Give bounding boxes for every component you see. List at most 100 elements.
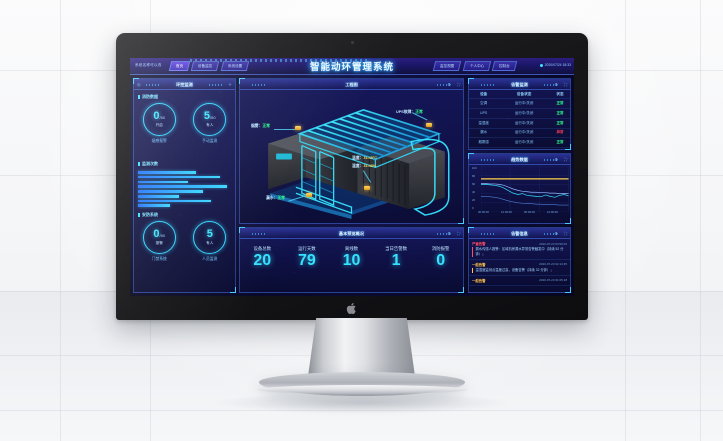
tag-smoke: 烟雾：正常: [251, 124, 270, 128]
page-title: 智能动环管理系统: [309, 62, 395, 73]
expand-icon[interactable]: ⛶: [457, 231, 460, 236]
table-row[interactable]: 温湿度 运行中/关闭 正常: [469, 118, 570, 129]
bar-item: [138, 180, 231, 184]
gear-icon[interactable]: ⚙: [554, 231, 558, 236]
x-tick: 00:00:00: [478, 210, 489, 214]
pin-temp-humidity[interactable]: [364, 186, 370, 190]
datacenter-3d-scene[interactable]: 烟雾：正常 UPS故障：正常 漏水：正常 温度：31.48: [240, 90, 463, 223]
expand-icon[interactable]: ⛶: [564, 231, 567, 236]
right-alarm-header: 告警信息 ⚙ ⛶: [469, 228, 570, 239]
table-header-row: 设备 设备状态 状态: [469, 90, 570, 99]
refresh-icon[interactable]: ◎: [137, 82, 141, 87]
expand-icon[interactable]: ⛶: [564, 82, 567, 87]
stat-offline-count: 离线数 10: [342, 246, 361, 269]
gauge-unit: 开启: [155, 123, 163, 128]
x-tick: 12:00:00: [501, 210, 512, 214]
alarm-list[interactable]: 严重告警 2020-07-23 03:50:02 漏水传感人报警：区域机房漏水异…: [469, 239, 570, 292]
header-decor-dots: [190, 59, 370, 62]
gear-icon[interactable]: ⚙: [554, 157, 558, 162]
x-tick: 00:00:00: [524, 210, 535, 214]
bar-item: [138, 175, 231, 179]
right-alarm-panel: 告警信息 ⚙ ⛶ 严重告警 2020-07-23 03:50:02 漏水传感人报…: [468, 227, 571, 293]
series-lower: [481, 196, 569, 206]
gauge-caption: 门禁系统: [151, 256, 167, 261]
nav-right: 监控视图 个人中心 控制台: [433, 61, 518, 71]
nav-tab-device-monitor[interactable]: 设备监控: [190, 61, 220, 71]
gauge-smoke-alarm[interactable]: 0/50 开启 烟感报警: [141, 103, 178, 144]
table-row[interactable]: 空调 运行中/关闭 正常: [469, 99, 570, 109]
gauge-access-control[interactable]: 0/50 报警 门禁系统: [141, 221, 178, 262]
table-row[interactable]: 漏水 运行中/关闭 异常: [469, 128, 570, 138]
nav-tab-user-center[interactable]: 个人中心: [462, 61, 492, 71]
right-table-panel: 告警监测 ⚙ ⛶ 设备 设备状态 状态 空调 运行中/关闭 正常: [468, 78, 571, 150]
gauge-manual-monitor[interactable]: 5/50 有人 手动监测: [191, 103, 228, 144]
gauge-people-monitor[interactable]: 5 有人 人员监测: [191, 221, 228, 262]
nav-tab-monitor-view[interactable]: 监控视图: [433, 61, 463, 71]
chart-plot-area: [481, 166, 569, 212]
pin-ups[interactable]: [426, 123, 432, 127]
right-chart-panel: 趋势数据 ⚙ ⛶ 100 80 60 40 20 0: [468, 153, 571, 224]
y-tick: 60: [472, 182, 476, 186]
right-table-header: 告警监测 ⚙ ⛶: [469, 79, 570, 90]
gauge-unit: 报警: [155, 241, 163, 246]
table-row[interactable]: 烟雾感 运行中/关闭 正常: [469, 138, 570, 148]
y-tick: 0: [472, 206, 474, 210]
bar-item: [138, 185, 231, 188]
datetime-display: 2020/07/24 18:33: [539, 63, 571, 67]
col-device: 设备: [480, 91, 488, 96]
bar-item: [138, 171, 231, 174]
status-badge: 正常: [556, 140, 564, 145]
nav-tab-console[interactable]: 控制台: [491, 61, 518, 71]
stats-panel-header: 基本预览概况 ⚙ ⛶: [240, 228, 463, 239]
nav-tab-home[interactable]: 首页: [168, 61, 191, 71]
monitor-stand-neck: [307, 318, 416, 380]
left-panel: ◎ 环控监测 ＋ 消防数据 0/50 开启 烟感报警: [133, 78, 236, 293]
gear-icon[interactable]: ⚙: [554, 82, 558, 87]
status-badge: 正常: [556, 120, 564, 125]
trend-line-chart[interactable]: 100 80 60 40 20 0: [472, 166, 569, 214]
gauge-ring: 5 有人: [193, 221, 227, 254]
stat-fire-alarms: 消防报警 0: [431, 246, 450, 269]
bar-item: [138, 199, 231, 203]
stat-total-devices: 设备总数 20: [253, 246, 272, 269]
alarm-message: 漏水传感人报警：区域机房漏水异常告警触发中（持续 52 分钟）；: [472, 247, 567, 257]
alarm-item[interactable]: 一般告警 2020-07-23 01:05:18: [469, 276, 570, 286]
center-panel-header: 工程图 ⚙ ⛶: [240, 79, 463, 90]
center-panel: 工程图 ⚙ ⛶: [239, 78, 464, 224]
x-tick: 12:00:00: [547, 210, 558, 214]
gear-icon[interactable]: ⚙: [447, 82, 451, 87]
nav-tab-system-settings[interactable]: 系统设置: [220, 61, 250, 71]
table-row[interactable]: UPS 运行中/关闭 正常: [469, 108, 570, 119]
y-tick: 80: [472, 174, 476, 178]
pin-smoke[interactable]: [295, 126, 301, 130]
status-badge: 正常: [556, 101, 564, 106]
stats-row: 设备总数 20 运行天数 79 离线数 10 当日告警数 1: [240, 246, 463, 270]
right-chart-header: 趋势数据 ⚙ ⛶: [469, 154, 570, 165]
stats-panel: 基本预览概况 ⚙ ⛶ 设备总数 20 运行天数 79 离线数: [239, 227, 464, 293]
alarm-time: 2020-07-23 02:14:35: [539, 262, 567, 267]
gauge-value: 5: [203, 109, 211, 122]
gear-icon[interactable]: ⚙: [447, 231, 451, 236]
nav-left: 首页 设备监控 系统设置: [168, 61, 250, 71]
clock-icon: [539, 63, 543, 67]
alarm-item[interactable]: 严重告警 2020-07-23 03:50:02 漏水传感人报警：区域机房漏水异…: [469, 239, 570, 260]
expand-icon[interactable]: ⛶: [564, 157, 567, 162]
alarm-item[interactable]: 一般告警 2020-07-23 02:14:35 温湿度监测点温度过高，设备告警…: [469, 260, 570, 276]
readout-humidity: 湿度：31.48%: [352, 164, 377, 168]
device-status-table: 设备 设备状态 状态 空调 运行中/关闭 正常 UPS 运行中/关闭 正常: [469, 90, 570, 148]
bar-chart-monitor-count: [134, 169, 235, 209]
tag-leak: 漏水：正常: [266, 196, 285, 200]
tag-ups: UPS故障：正常: [396, 110, 423, 114]
plus-icon[interactable]: ＋: [228, 82, 232, 87]
stat-running-days: 运行天数 79: [297, 246, 316, 269]
bar-item: [138, 194, 231, 198]
stat-today-alarms: 当日告警数 1: [385, 246, 408, 269]
app-header: 系统名称可以改 首页 设备监控 系统设置 智能动环管理系统 监控视图 个人中心 …: [130, 58, 574, 75]
apple-logo: [346, 302, 356, 315]
series-humidity: [481, 184, 569, 198]
expand-icon[interactable]: ⛶: [457, 82, 460, 87]
pin-leak[interactable]: [306, 193, 312, 197]
alarm-message: 温湿度监测点温度过高，设备告警（持续 32 分钟）；: [472, 267, 567, 273]
gauge-caption: 烟感报警: [151, 138, 167, 143]
gauge-unit: 有人: [206, 123, 214, 128]
